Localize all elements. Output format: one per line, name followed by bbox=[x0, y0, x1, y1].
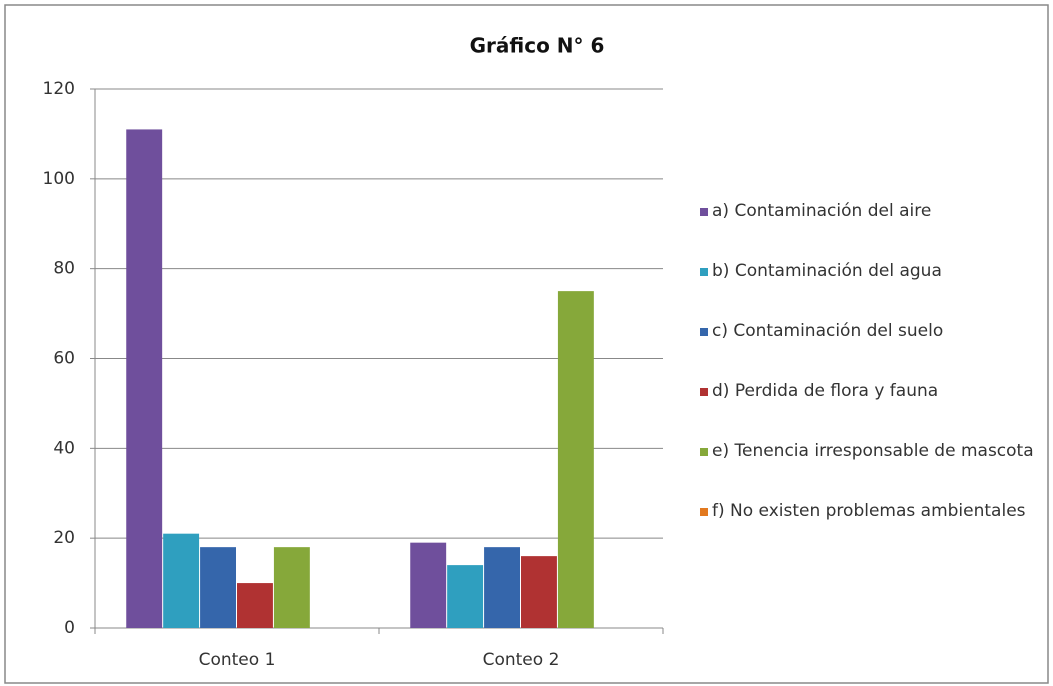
bar bbox=[447, 565, 484, 628]
legend-label: c) Contaminación del suelo bbox=[712, 321, 944, 341]
x-tick-label: Conteo 1 bbox=[199, 650, 276, 670]
legend-entry: e) Tenencia irresponsable de mascota bbox=[700, 440, 1040, 500]
bar bbox=[557, 291, 594, 628]
legend-swatch bbox=[700, 388, 708, 396]
legend-label: a) Contaminación del aire bbox=[712, 201, 932, 221]
legend-swatch bbox=[700, 268, 708, 276]
bar bbox=[484, 547, 520, 628]
y-tick-label: 40 bbox=[53, 438, 75, 458]
bar bbox=[163, 533, 200, 628]
y-tick-label: 20 bbox=[53, 528, 75, 548]
legend-swatch bbox=[700, 328, 708, 336]
legend-swatch bbox=[700, 448, 708, 456]
y-tick-label: 80 bbox=[53, 259, 75, 279]
y-tick-label: 120 bbox=[43, 79, 75, 99]
y-tick-label: 100 bbox=[43, 169, 75, 189]
legend-entry: f) No existen problemas ambientales bbox=[700, 500, 1040, 560]
legend-entry: c) Contaminación del suelo bbox=[700, 320, 1040, 380]
legend-entry: b) Contaminación del agua bbox=[700, 260, 1040, 320]
legend-label: b) Contaminación del agua bbox=[712, 261, 942, 281]
legend-entry: a) Contaminación del aire bbox=[700, 200, 1040, 260]
legend-label: d) Perdida de flora y fauna bbox=[712, 381, 939, 401]
x-tick-label: Conteo 2 bbox=[483, 650, 560, 670]
bar bbox=[273, 547, 310, 628]
bar bbox=[237, 583, 273, 628]
legend-label: f) No existen problemas ambientales bbox=[712, 501, 1026, 521]
bar bbox=[410, 542, 447, 628]
legend-swatch bbox=[700, 208, 708, 216]
bar bbox=[200, 547, 236, 628]
bar bbox=[521, 556, 557, 628]
chart-title: Gráfico N° 6 bbox=[470, 34, 605, 58]
legend-entry: d) Perdida de flora y fauna bbox=[700, 380, 1040, 440]
y-tick-label: 0 bbox=[64, 618, 75, 638]
y-tick-label: 60 bbox=[53, 349, 75, 369]
legend-label: e) Tenencia irresponsable de mascota bbox=[712, 441, 1034, 461]
legend-swatch bbox=[700, 508, 708, 516]
legend: a) Contaminación del aire b) Contaminació… bbox=[700, 200, 1040, 560]
bar bbox=[126, 129, 163, 629]
